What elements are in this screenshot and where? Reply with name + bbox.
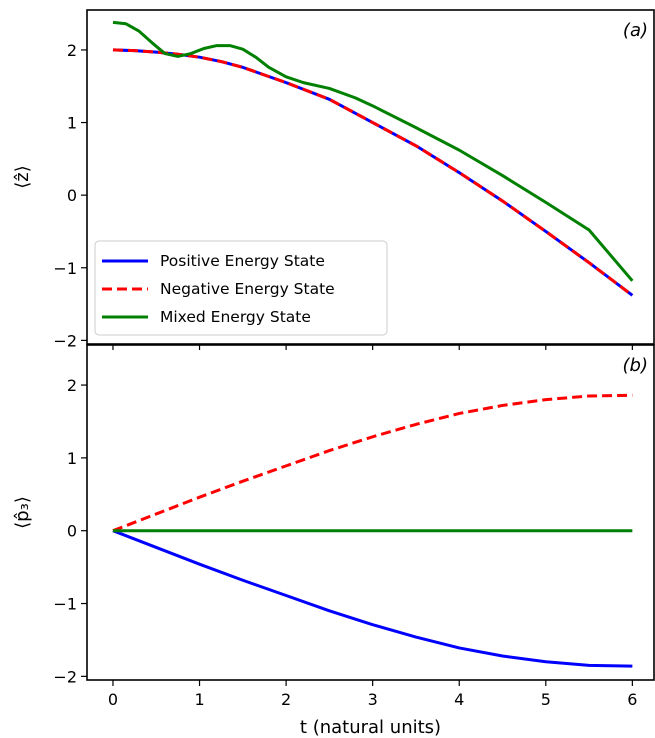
y-tick-label: −2 (53, 331, 77, 350)
legend-label-negative: Negative Energy State (160, 280, 335, 298)
panel-a: −2 −1 0 1 2 (a) ⟨ẑ⟩ Positive Energy State Ne… (12, 9, 655, 350)
x-tick-label: 6 (627, 690, 637, 709)
y-tick-label: 0 (67, 522, 77, 541)
panel-a-y-axis-label: ⟨ẑ⟩ (12, 165, 33, 189)
series-line-mixed (112, 20, 634, 282)
panel-a-frame (86, 9, 655, 345)
x-tick-label: 3 (368, 690, 378, 709)
x-tick-label: 5 (541, 690, 551, 709)
y-tick-label: 0 (67, 186, 77, 205)
x-tick-label: 0 (108, 690, 118, 709)
panel-a-label: (a) (623, 20, 648, 41)
panel-b-ticks: −2 −1 0 1 2 0 1 2 3 4 5 6 (53, 376, 637, 709)
x-tick-label: 2 (281, 690, 291, 709)
y-tick-label: 1 (67, 114, 77, 133)
panel-b: −2 −1 0 1 2 0 1 2 3 4 5 6 (b) ⟨p̂₃⟩ t (natural unit… (12, 344, 655, 738)
y-tick-label: 1 (67, 449, 77, 468)
panel-b-label: (b) (623, 355, 648, 376)
legend-label-mixed: Mixed Energy State (160, 308, 311, 326)
series-line-positive (112, 529, 633, 668)
panel-b-series (112, 393, 633, 668)
x-tick-label: 1 (194, 690, 204, 709)
panel-b-frame (86, 344, 655, 681)
panel-a-series (112, 20, 634, 297)
x-axis-label: t (natural units) (300, 717, 441, 738)
y-tick-label: −1 (53, 259, 77, 278)
panel-b-y-axis-label: ⟨p̂₃⟩ (12, 496, 33, 529)
legend-label-positive: Positive Energy State (160, 252, 325, 270)
y-tick-label: −1 (53, 595, 77, 614)
y-tick-label: 2 (67, 41, 77, 60)
series-line-negative (112, 393, 633, 533)
legend-box (94, 240, 388, 336)
y-tick-label: −2 (53, 667, 77, 686)
x-tick-label: 4 (454, 690, 464, 709)
y-tick-label: 2 (67, 376, 77, 395)
legend: Positive Energy State Negative Energy St… (94, 240, 388, 336)
